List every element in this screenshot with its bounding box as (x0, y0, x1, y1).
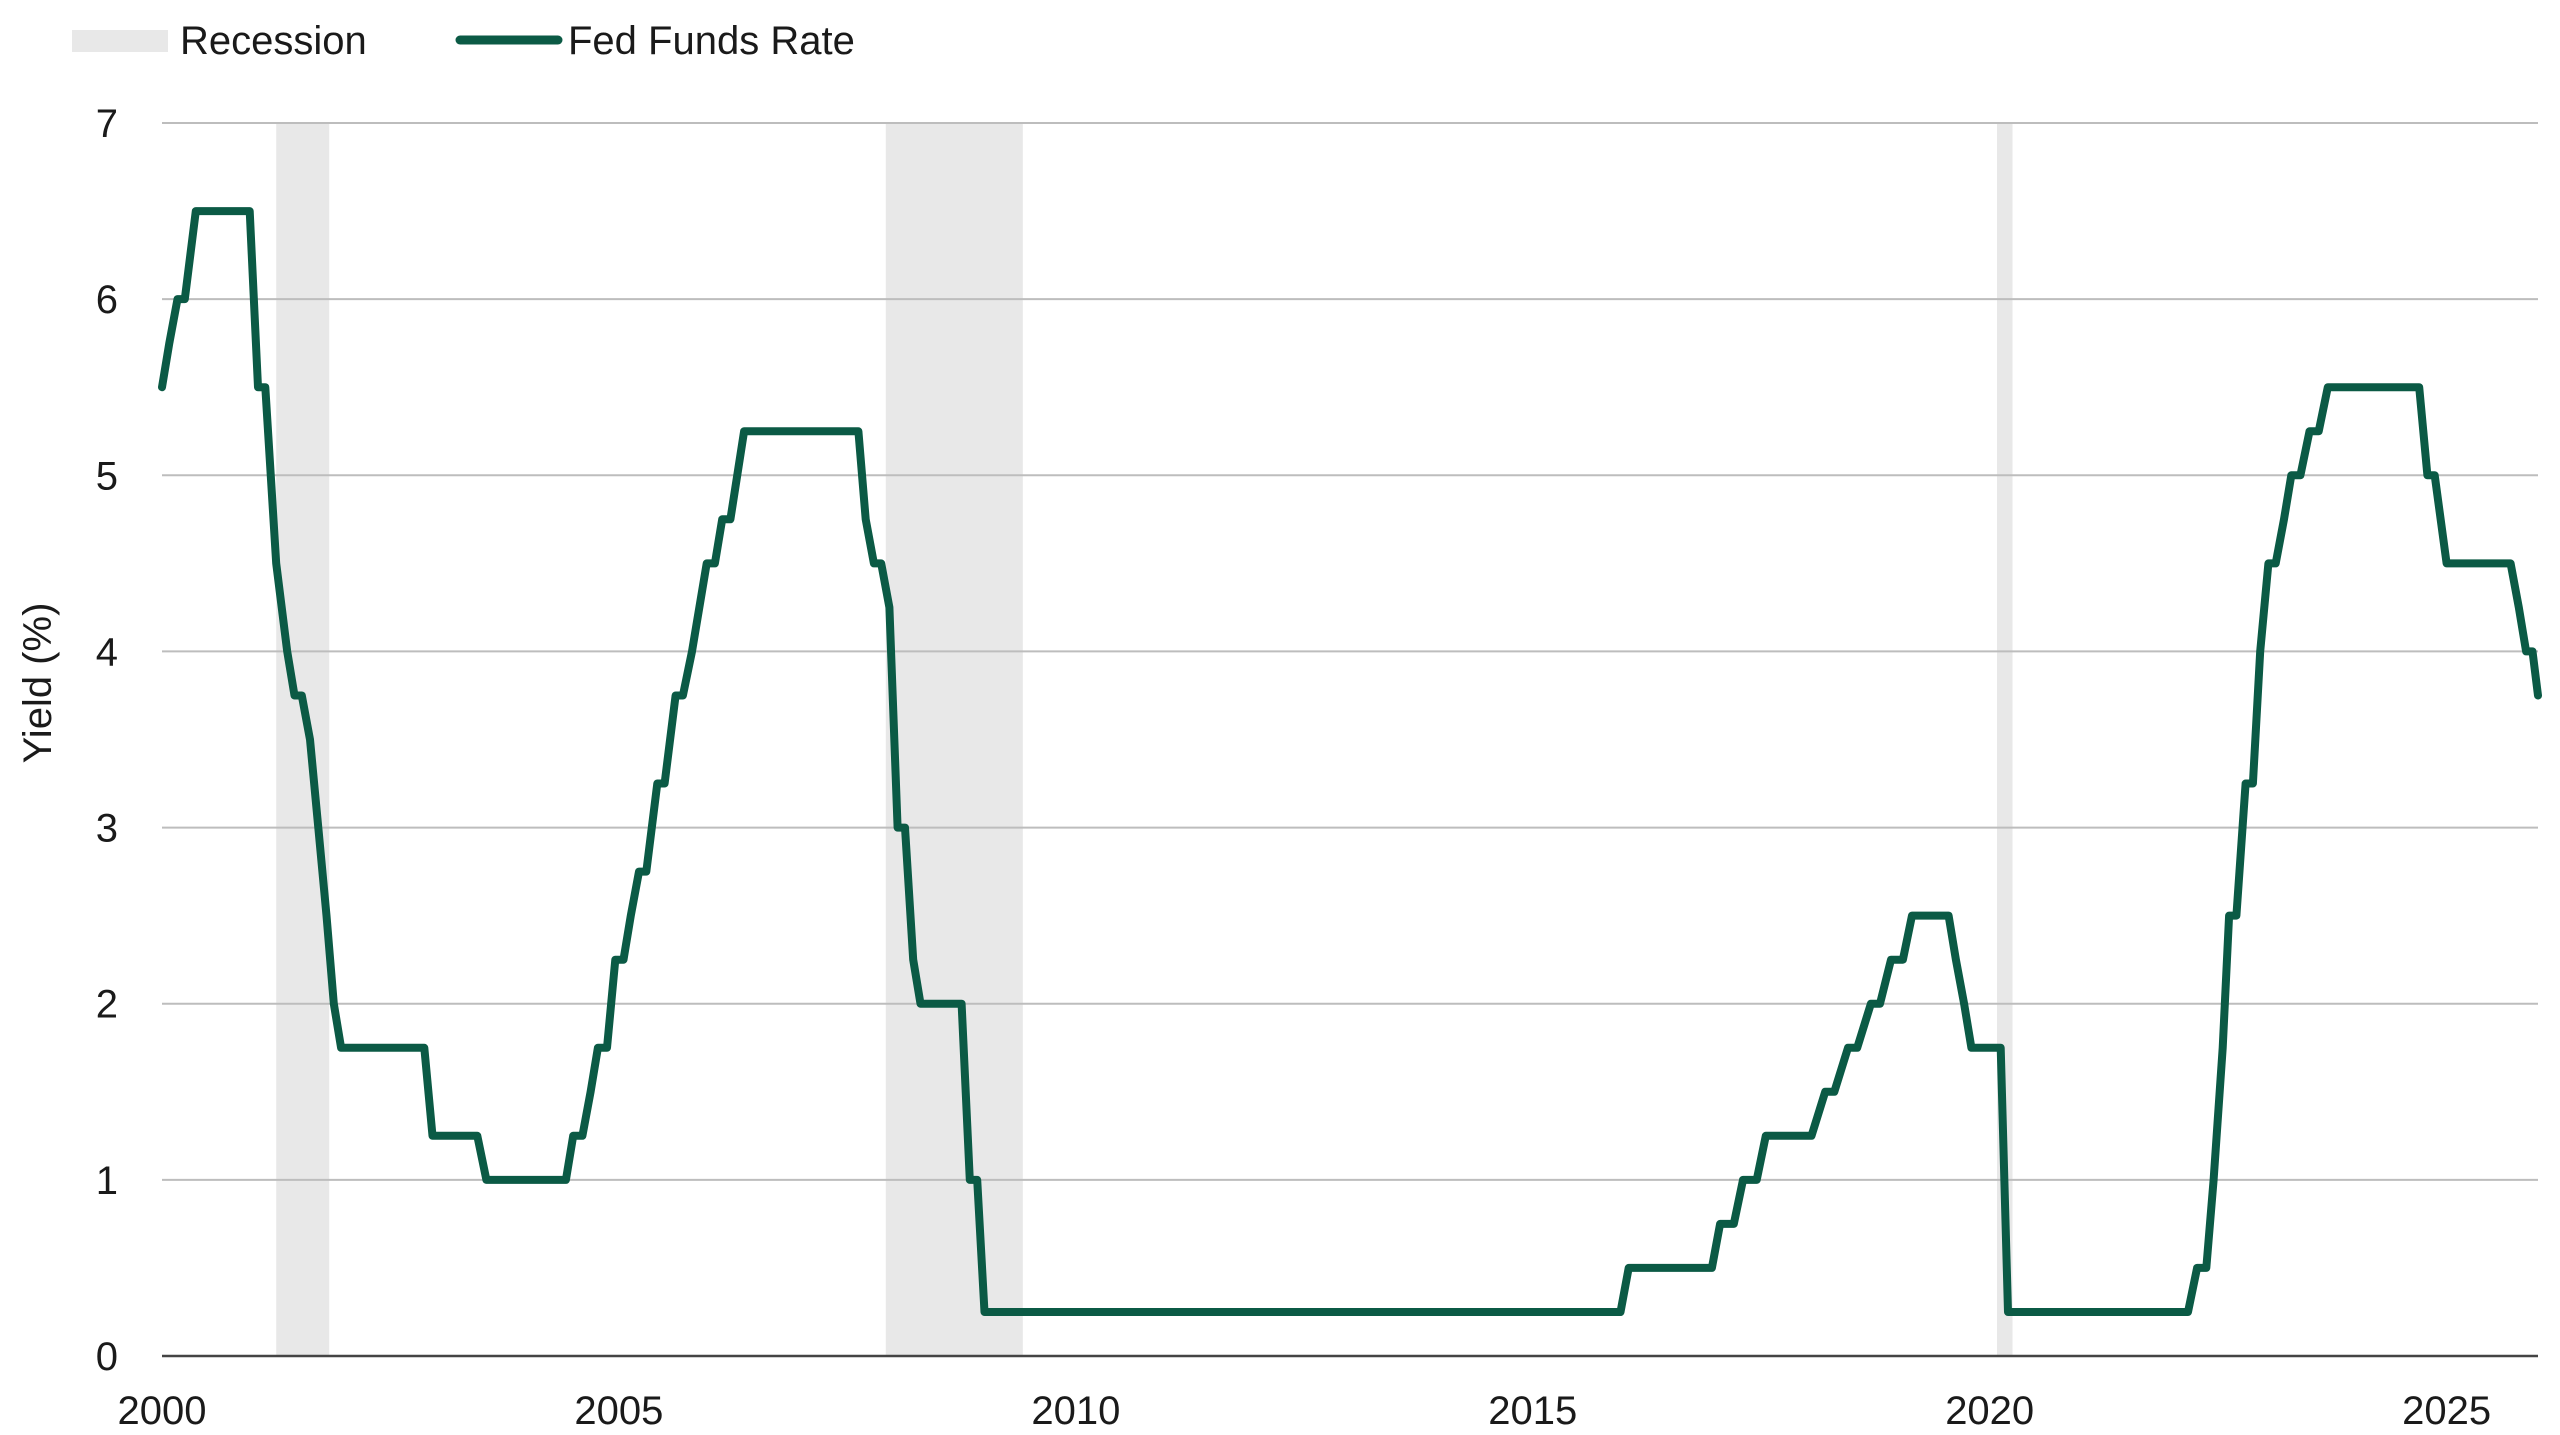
x-tick-label-2015: 2015 (1488, 1389, 1577, 1433)
y-tick-label-6: 6 (96, 278, 118, 322)
y-tick-label-7: 7 (96, 102, 118, 146)
recession-band-0 (276, 123, 330, 1356)
legend-swatch-recession (72, 30, 168, 52)
x-tick-label-2025: 2025 (2402, 1389, 2491, 1433)
y-tick-label-3: 3 (96, 807, 118, 851)
x-tick-label-2000: 2000 (118, 1389, 207, 1433)
legend-label-recession: Recession (180, 19, 367, 63)
legend-item-fed-funds-rate: Fed Funds Rate (455, 19, 855, 63)
legend-label-fed-funds-rate: Fed Funds Rate (568, 19, 855, 63)
series-line-fed-funds-rate (158, 207, 2542, 1316)
y-axis-ticks: 0 1 2 3 4 5 6 7 (96, 102, 118, 1379)
y-tick-label-0: 0 (96, 1335, 118, 1379)
gridlines (162, 122, 2538, 1358)
x-tick-label-2020: 2020 (1945, 1389, 2034, 1433)
y-tick-label-1: 1 (96, 1159, 118, 1203)
y-axis-title: Yield (%) (16, 603, 60, 764)
series-lines (158, 207, 2542, 1316)
y-tick-label-5: 5 (96, 454, 118, 498)
y-tick-label-4: 4 (96, 630, 118, 674)
x-tick-label-2010: 2010 (1031, 1389, 1120, 1433)
x-tick-label-2005: 2005 (574, 1389, 663, 1433)
y-tick-label-2: 2 (96, 983, 118, 1027)
legend-item-recession: Recession (72, 19, 367, 63)
recession-bands (276, 123, 2013, 1356)
recession-band-1 (885, 123, 1023, 1356)
x-axis-ticks: 2000 2005 2010 2015 2020 2025 (118, 1389, 2492, 1433)
legend: Recession Fed Funds Rate (72, 19, 855, 63)
